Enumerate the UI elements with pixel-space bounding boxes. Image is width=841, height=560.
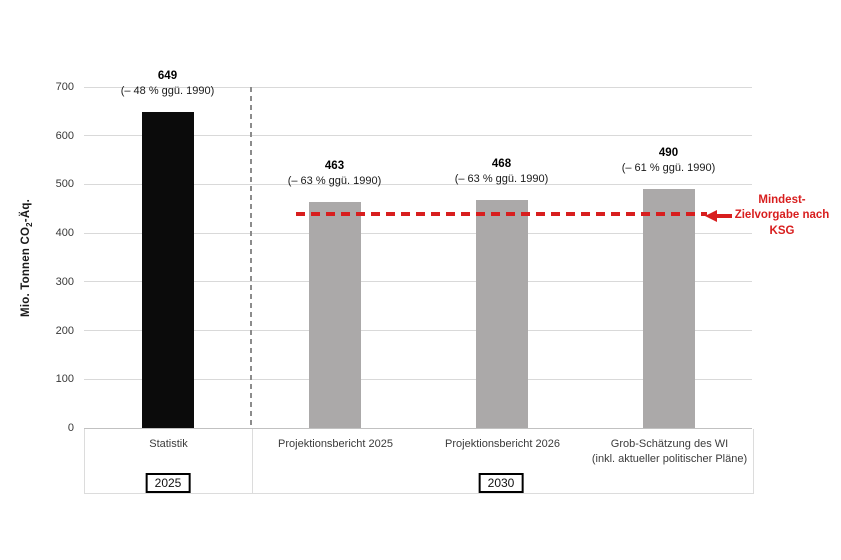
ksg-target-label-line2: Zielvorgabe nach xyxy=(734,209,830,222)
bar-value: 490 xyxy=(658,147,679,160)
arrow-stem xyxy=(715,214,732,218)
bar-value: 468 xyxy=(491,158,512,171)
bar-change-note: (– 63 % ggü. 1990) xyxy=(454,173,549,186)
bar-value-label: 463 (– 63 % ggü. 1990) xyxy=(250,158,420,189)
bar-change-note: (– 61 % ggü. 1990) xyxy=(621,162,716,175)
ksg-target-label-line1: Mindest- xyxy=(758,194,806,206)
left-arrow-icon xyxy=(705,210,732,222)
y-axis-title-suffix: -Äq. xyxy=(19,199,32,223)
y-tick-label-400: 400 xyxy=(55,227,74,240)
y-tick-label-100: 100 xyxy=(55,373,74,386)
y-tick-label-0: 0 xyxy=(67,422,74,434)
group-separator-dashed-line xyxy=(250,87,252,428)
bar-change-note: (– 63 % ggü. 1990) xyxy=(287,175,382,188)
gridline-300 xyxy=(84,281,752,283)
category-label: Grob-Schätzung des WI (inkl. aktueller po… xyxy=(586,437,753,467)
gridline-200 xyxy=(84,330,752,332)
bar-value-label: 468 (– 63 % ggü. 1990) xyxy=(417,156,587,187)
gridline-100 xyxy=(84,378,752,380)
gridline-500 xyxy=(84,183,752,185)
category-label: Statistik xyxy=(85,437,252,452)
ksg-target-line xyxy=(296,211,707,216)
bar-value: 649 xyxy=(157,69,178,82)
plot-area: 649 (– 48 % ggü. 1990) 463 (– 63 % ggü. 199… xyxy=(84,70,754,429)
y-axis-title-text: Mio. Tonnen CO xyxy=(19,226,32,317)
category-label-line: Projektionsbericht 2026 xyxy=(445,438,560,450)
group-label-2030-box: 2030 xyxy=(478,473,524,493)
ksg-target-label: Mindest- Zielvorgabe nach KSG xyxy=(729,193,835,239)
y-axis-title: Mio. Tonnen CO2-Äq. xyxy=(20,199,34,317)
category-label-line: Grob-Schätzung des WI xyxy=(610,438,729,450)
category-label-line: Projektionsbericht 2025 xyxy=(278,438,393,450)
category-label: Projektionsbericht 2026 xyxy=(419,437,586,452)
ksg-target-label-line3: KSG xyxy=(769,224,795,237)
category-label-line: Statistik xyxy=(149,438,188,450)
y-tick-label-600: 600 xyxy=(55,129,74,142)
bar-value: 463 xyxy=(324,160,345,173)
group-label-2025-box: 2025 xyxy=(145,473,191,493)
y-tick-label-200: 200 xyxy=(55,324,74,337)
category-label-line: (inkl. aktueller politischer Pläne) xyxy=(591,453,748,465)
gridline-400 xyxy=(84,232,752,234)
y-tick-label-700: 700 xyxy=(55,81,74,93)
category-axis-band: Statistik Projektionsbericht 2025 Projekti… xyxy=(84,429,754,494)
bar-change-note: (– 48 % ggü. 1990) xyxy=(120,84,215,97)
gridline-600 xyxy=(84,135,752,137)
bar-1 xyxy=(141,111,194,428)
y-tick-label-300: 300 xyxy=(55,275,74,288)
bar-4 xyxy=(642,189,695,428)
bar-3 xyxy=(475,200,528,428)
bar-value-label: 649 (– 48 % ggü. 1990) xyxy=(83,68,253,99)
bar-2 xyxy=(308,202,361,428)
bar-value-label: 490 (– 61 % ggü. 1990) xyxy=(584,145,754,176)
gridline-700 xyxy=(84,86,752,88)
y-tick-label-500: 500 xyxy=(55,178,74,191)
band-group-separator xyxy=(251,429,253,493)
arrow-head xyxy=(705,210,717,222)
category-label: Projektionsbericht 2025 xyxy=(252,437,419,452)
